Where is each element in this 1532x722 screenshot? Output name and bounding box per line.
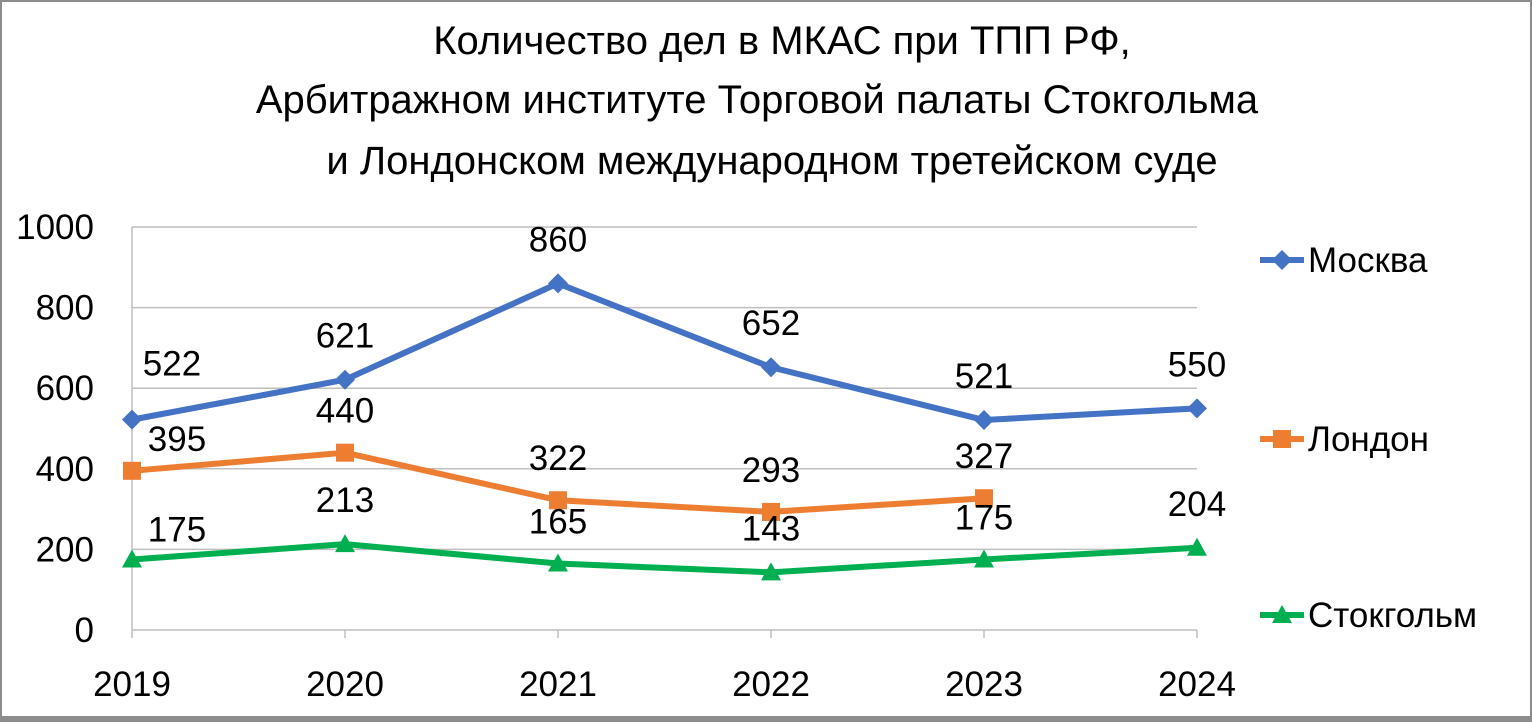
legend-label: Стокгольм: [1308, 596, 1477, 635]
data-label: 165: [529, 503, 587, 542]
data-point-marker: [975, 489, 993, 508]
axes: 0 200 400 600 800 1000 2019 2020 2021 2022 2023 202…: [16, 208, 1236, 704]
data-label: 522: [143, 345, 201, 384]
x-tick-label: 2023: [945, 665, 1023, 704]
data-point-marker: [761, 562, 781, 581]
data-label: 322: [529, 439, 587, 478]
legend-marker: [1273, 430, 1291, 448]
data-label: 621: [316, 317, 374, 356]
x-tick-label: 2020: [306, 665, 384, 704]
chart-title: Количество дел в МКАС при ТПП РФ, Арбитр…: [256, 19, 1259, 183]
legend: Москва Лондон Стокгольм: [1260, 241, 1477, 635]
x-tick-label: 2021: [519, 665, 597, 704]
data-point-marker: [761, 357, 781, 378]
data-labels: 522 621 860 652 521 550 395 440 322 293 327 175 213 1…: [143, 220, 1226, 549]
series-line-2: [131, 541, 1198, 576]
data-label: 327: [955, 437, 1013, 476]
data-label: 395: [148, 420, 206, 459]
data-point-marker: [762, 502, 780, 521]
data-label: 521: [955, 357, 1013, 396]
y-tick-label: 400: [36, 450, 94, 489]
data-label: 440: [316, 392, 374, 431]
chart-title-line-1: Количество дел в МКАС при ТПП РФ,: [433, 19, 1131, 63]
data-point-marker: [548, 273, 568, 294]
x-tick-label: 2024: [1158, 665, 1236, 704]
data-label: 143: [742, 509, 800, 548]
y-tick-label: 600: [36, 369, 94, 408]
data-point-marker: [1187, 398, 1207, 419]
series-lines: [122, 273, 1207, 581]
data-label: 204: [1168, 485, 1226, 524]
data-label: 293: [742, 451, 800, 490]
y-tick-label: 200: [36, 530, 94, 569]
data-label: 652: [742, 304, 800, 343]
x-tick-label: 2022: [732, 665, 810, 704]
data-label: 860: [529, 220, 587, 259]
data-point-marker: [122, 549, 142, 568]
chart-title-line-2: Арбитражном институте Торговой палаты Ст…: [256, 78, 1259, 122]
data-label: 213: [316, 481, 374, 520]
data-label: 175: [955, 498, 1013, 537]
data-point-marker: [974, 549, 994, 568]
y-tick-label: 0: [75, 611, 94, 650]
data-point-marker: [335, 369, 355, 390]
data-point-marker: [548, 553, 568, 572]
legend-label: Москва: [1308, 241, 1428, 280]
data-point-marker: [335, 534, 355, 553]
legend-label: Лондон: [1308, 420, 1429, 459]
x-tick-label: 2019: [93, 665, 171, 704]
chart-title-line-3: и Лондонском международном третейском су…: [326, 139, 1217, 183]
y-tick-label: 800: [36, 289, 94, 328]
data-point-marker: [123, 461, 141, 480]
data-point-marker: [974, 410, 994, 431]
data-point-marker: [549, 491, 567, 510]
data-point-marker: [1187, 537, 1207, 556]
legend-marker: [1272, 605, 1292, 623]
series-line-0: [131, 280, 1198, 424]
legend-marker: [1272, 250, 1292, 270]
data-label: 175: [148, 510, 206, 549]
data-point-marker: [122, 409, 142, 430]
data-label: 550: [1168, 345, 1226, 384]
data-point-marker: [336, 443, 354, 462]
y-tick-label: 1000: [16, 208, 94, 247]
